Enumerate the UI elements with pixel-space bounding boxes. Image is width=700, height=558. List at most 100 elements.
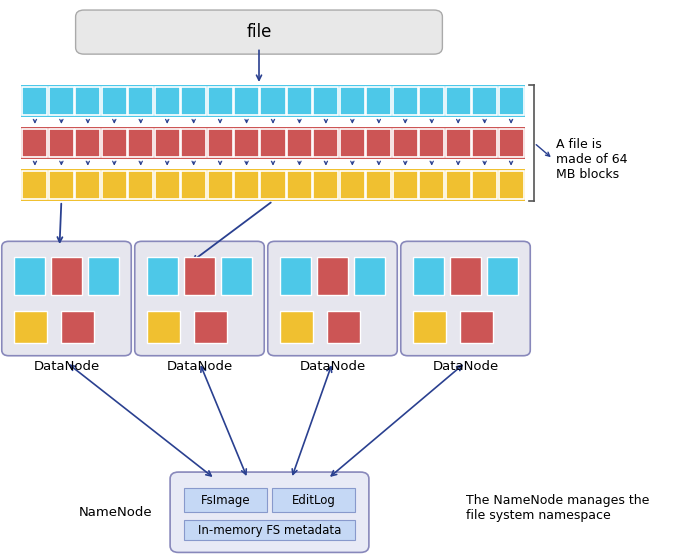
FancyBboxPatch shape: [267, 241, 397, 356]
Text: file: file: [246, 23, 272, 41]
FancyBboxPatch shape: [128, 171, 153, 199]
FancyBboxPatch shape: [208, 171, 232, 199]
FancyBboxPatch shape: [317, 257, 348, 295]
FancyBboxPatch shape: [498, 129, 524, 157]
FancyBboxPatch shape: [260, 171, 286, 199]
FancyBboxPatch shape: [14, 257, 46, 295]
FancyBboxPatch shape: [170, 472, 369, 552]
FancyBboxPatch shape: [49, 171, 74, 199]
FancyBboxPatch shape: [155, 129, 180, 157]
FancyBboxPatch shape: [498, 171, 524, 199]
FancyBboxPatch shape: [128, 129, 153, 157]
FancyBboxPatch shape: [21, 169, 525, 201]
FancyBboxPatch shape: [314, 171, 338, 199]
FancyBboxPatch shape: [102, 87, 127, 115]
FancyBboxPatch shape: [366, 87, 391, 115]
FancyBboxPatch shape: [1, 241, 132, 356]
FancyBboxPatch shape: [181, 171, 206, 199]
FancyBboxPatch shape: [184, 521, 355, 540]
Text: DataNode: DataNode: [300, 360, 365, 373]
Text: The NameNode manages the
file system namespace: The NameNode manages the file system nam…: [466, 494, 649, 522]
FancyBboxPatch shape: [102, 129, 127, 157]
FancyBboxPatch shape: [194, 311, 227, 343]
FancyBboxPatch shape: [21, 127, 525, 159]
Text: A file is
made of 64
MB blocks: A file is made of 64 MB blocks: [556, 137, 628, 181]
FancyBboxPatch shape: [472, 171, 497, 199]
FancyBboxPatch shape: [287, 87, 312, 115]
FancyBboxPatch shape: [260, 129, 286, 157]
FancyBboxPatch shape: [314, 129, 338, 157]
FancyBboxPatch shape: [366, 171, 391, 199]
FancyBboxPatch shape: [208, 129, 232, 157]
FancyBboxPatch shape: [327, 311, 360, 343]
Text: EditLog: EditLog: [292, 494, 335, 507]
FancyBboxPatch shape: [184, 488, 267, 512]
FancyBboxPatch shape: [446, 87, 470, 115]
FancyBboxPatch shape: [14, 311, 47, 343]
FancyBboxPatch shape: [49, 129, 74, 157]
FancyBboxPatch shape: [22, 87, 48, 115]
FancyBboxPatch shape: [413, 311, 446, 343]
FancyBboxPatch shape: [220, 257, 252, 295]
FancyBboxPatch shape: [155, 171, 180, 199]
FancyBboxPatch shape: [76, 10, 442, 54]
Text: NameNode: NameNode: [78, 506, 153, 519]
FancyBboxPatch shape: [419, 171, 445, 199]
FancyBboxPatch shape: [102, 171, 127, 199]
FancyBboxPatch shape: [446, 171, 470, 199]
FancyBboxPatch shape: [155, 87, 180, 115]
FancyBboxPatch shape: [147, 257, 178, 295]
FancyBboxPatch shape: [419, 129, 445, 157]
FancyBboxPatch shape: [413, 257, 444, 295]
FancyBboxPatch shape: [147, 311, 180, 343]
FancyBboxPatch shape: [184, 257, 215, 295]
FancyBboxPatch shape: [287, 171, 312, 199]
FancyBboxPatch shape: [460, 311, 493, 343]
FancyBboxPatch shape: [21, 85, 525, 117]
Text: DataNode: DataNode: [167, 360, 232, 373]
FancyBboxPatch shape: [76, 171, 100, 199]
FancyBboxPatch shape: [280, 257, 312, 295]
FancyBboxPatch shape: [234, 129, 259, 157]
FancyBboxPatch shape: [22, 171, 48, 199]
FancyBboxPatch shape: [393, 171, 418, 199]
FancyBboxPatch shape: [234, 87, 259, 115]
FancyBboxPatch shape: [208, 87, 232, 115]
FancyBboxPatch shape: [260, 87, 286, 115]
FancyBboxPatch shape: [76, 129, 100, 157]
FancyBboxPatch shape: [472, 87, 497, 115]
FancyBboxPatch shape: [181, 87, 206, 115]
FancyBboxPatch shape: [340, 87, 365, 115]
FancyBboxPatch shape: [61, 311, 94, 343]
FancyBboxPatch shape: [181, 129, 206, 157]
FancyBboxPatch shape: [49, 87, 74, 115]
FancyBboxPatch shape: [287, 129, 312, 157]
FancyBboxPatch shape: [234, 171, 259, 199]
FancyBboxPatch shape: [76, 87, 100, 115]
FancyBboxPatch shape: [446, 129, 470, 157]
FancyBboxPatch shape: [450, 257, 481, 295]
FancyBboxPatch shape: [486, 257, 517, 295]
FancyBboxPatch shape: [340, 171, 365, 199]
FancyBboxPatch shape: [400, 241, 531, 356]
Text: In-memory FS metadata: In-memory FS metadata: [198, 524, 341, 537]
FancyBboxPatch shape: [272, 488, 355, 512]
FancyBboxPatch shape: [354, 257, 385, 295]
FancyBboxPatch shape: [134, 241, 264, 356]
FancyBboxPatch shape: [472, 129, 497, 157]
FancyBboxPatch shape: [419, 87, 445, 115]
FancyBboxPatch shape: [88, 257, 119, 295]
Text: FsImage: FsImage: [201, 494, 250, 507]
Text: DataNode: DataNode: [34, 360, 99, 373]
FancyBboxPatch shape: [366, 129, 391, 157]
FancyBboxPatch shape: [128, 87, 153, 115]
FancyBboxPatch shape: [314, 87, 338, 115]
FancyBboxPatch shape: [22, 129, 48, 157]
FancyBboxPatch shape: [498, 87, 524, 115]
FancyBboxPatch shape: [51, 257, 82, 295]
FancyBboxPatch shape: [393, 87, 418, 115]
Text: DataNode: DataNode: [433, 360, 498, 373]
FancyBboxPatch shape: [280, 311, 313, 343]
FancyBboxPatch shape: [340, 129, 365, 157]
FancyBboxPatch shape: [393, 129, 418, 157]
